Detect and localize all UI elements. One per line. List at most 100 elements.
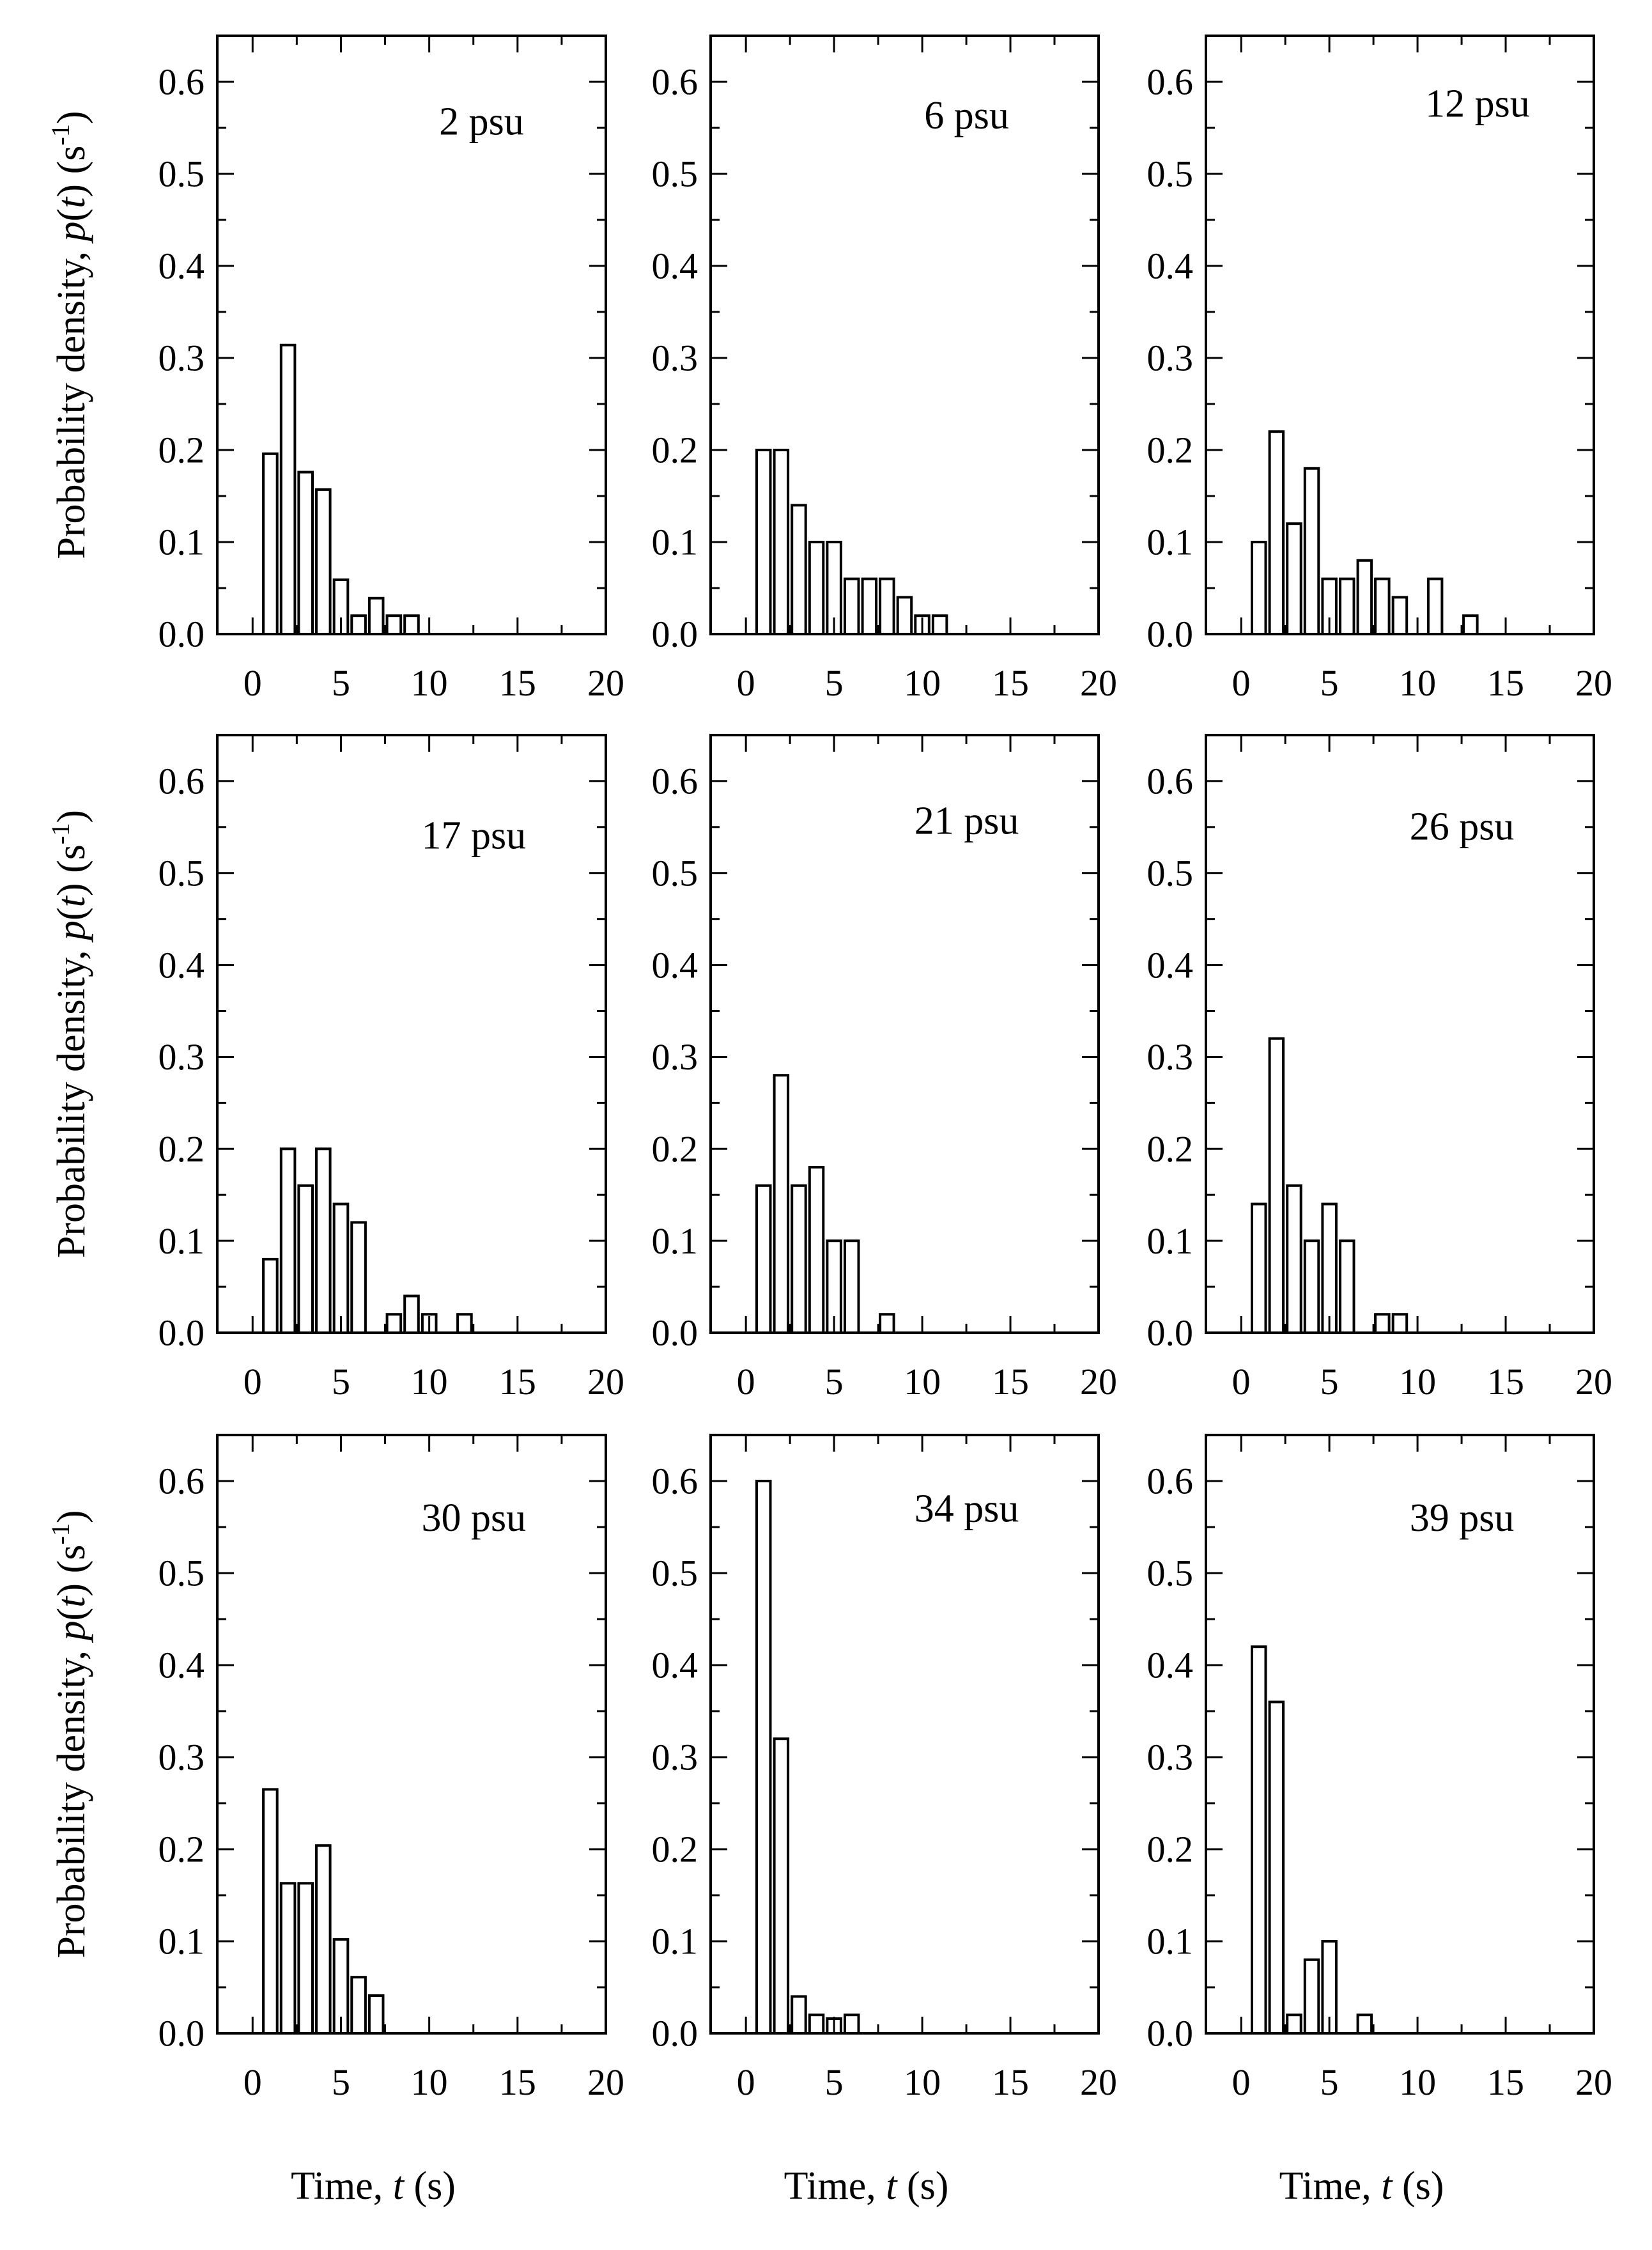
- y-tick-label: 0.6: [652, 61, 699, 103]
- y-tick-label: 0.4: [158, 944, 205, 986]
- x-tick-label: 10: [904, 662, 941, 704]
- y-tick-label: 0.1: [652, 522, 699, 563]
- x-tick-label: 5: [332, 662, 350, 704]
- y-tick-label: 0.0: [1147, 2013, 1194, 2054]
- x-tick-label: 0: [737, 1361, 755, 1402]
- y-tick-label: 0.3: [158, 338, 205, 379]
- x-tick-label: 15: [1487, 1361, 1524, 1402]
- histogram-bar: [896, 596, 913, 636]
- y-tick-label: 0.1: [158, 1921, 205, 1962]
- y-tick-label: 0.4: [158, 1645, 205, 1686]
- histogram-bar: [297, 1184, 314, 1335]
- y-tick-label: 0.0: [652, 2013, 699, 2054]
- histogram-bar: [385, 1313, 403, 1334]
- y-tick-label: 0.2: [158, 1128, 205, 1170]
- plot-frame: [216, 734, 607, 1334]
- x-tick-label: 10: [411, 1361, 448, 1402]
- histogram-panel-6: 0.0 0.1 0.2 0.3 0.4 0.5 0.6 0 5 10 15 20 26 psu: [1147, 734, 1612, 1402]
- histogram-bar: [755, 449, 772, 635]
- histogram-bar: [773, 449, 790, 635]
- histogram-bar: [262, 452, 279, 635]
- x-tick-label: 0: [243, 1361, 262, 1402]
- y-tick-label: 0.4: [158, 245, 205, 287]
- histogram-bar: [315, 1844, 332, 2035]
- y-tick-label: 0.6: [158, 1461, 205, 1502]
- x-tick-label: 0: [243, 2061, 262, 2103]
- histogram-bar: [1303, 467, 1320, 635]
- y-tick-label: 0.3: [1147, 1737, 1194, 1778]
- histogram-bar: [808, 1166, 825, 1334]
- y-tick-label: 0.3: [652, 1036, 699, 1078]
- panel-annotation: 2 psu: [439, 100, 524, 143]
- histogram-bar: [791, 504, 807, 636]
- histogram-panel-5: 0.0 0.1 0.2 0.3 0.4 0.5 0.6 0 5 10 15 20 21 psu: [652, 734, 1117, 1402]
- y-axis-label: Probability density, p(t) (s-1): [46, 111, 93, 559]
- x-tick-label: 15: [499, 1361, 536, 1402]
- panel-annotation: 26 psu: [1410, 805, 1515, 849]
- panel-annotation: 6 psu: [924, 94, 1009, 137]
- y-tick-label: 0.5: [158, 1553, 205, 1594]
- histogram-bar: [297, 470, 314, 635]
- y-tick-label: 0.3: [652, 338, 699, 379]
- histogram-panel-4: 0.0 0.1 0.2 0.3 0.4 0.5 0.6 0 5 10 15 20 17 psu: [158, 734, 624, 1402]
- panel-annotation: 30 psu: [421, 1496, 526, 1540]
- x-tick-label: 15: [1487, 662, 1524, 704]
- y-tick-label: 0.4: [652, 944, 699, 986]
- x-tick-label: 15: [992, 2061, 1029, 2103]
- y-tick-label: 0.1: [652, 1220, 699, 1262]
- histogram-bar: [931, 614, 948, 636]
- y-tick-label: 0.1: [158, 1220, 205, 1262]
- x-tick-label: 20: [1080, 2061, 1117, 2103]
- y-tick-label: 0.5: [652, 852, 699, 894]
- histogram-bar: [1374, 577, 1391, 635]
- y-tick-label: 0.2: [158, 1829, 205, 1870]
- plot-frame: [709, 734, 1100, 1334]
- histogram-bar: [350, 1976, 367, 2035]
- y-axis-label: Probability density, p(t) (s-1): [46, 1510, 93, 1958]
- histogram-bar: [367, 1994, 385, 2035]
- y-tick-label: 0.4: [1147, 245, 1194, 287]
- histogram-bar: [1251, 1645, 1267, 2035]
- histogram-bar: [808, 541, 825, 635]
- x-tick-label: 15: [499, 662, 536, 704]
- x-tick-label: 10: [1399, 662, 1436, 704]
- histogram-bar: [262, 1788, 279, 2035]
- histogram-bar: [773, 1074, 790, 1334]
- x-tick-label: 5: [1320, 1361, 1339, 1402]
- histogram-panel-8: 0.0 0.1 0.2 0.3 0.4 0.5 0.6 0 5 10 15 20 34 psu: [652, 1434, 1117, 2103]
- x-tick-label: 5: [1320, 662, 1339, 704]
- y-tick-label: 0.4: [1147, 1645, 1194, 1686]
- x-tick-label: 0: [1232, 2061, 1251, 2103]
- histogram-panel-2: 0.0 0.1 0.2 0.3 0.4 0.5 0.6 0 5 10 15 20 6 psu: [652, 35, 1117, 704]
- histogram-bar: [315, 488, 332, 636]
- histogram-bar: [403, 1294, 420, 1334]
- panel-annotation: 34 psu: [915, 1487, 1019, 1531]
- histogram-bar: [1356, 2013, 1373, 2035]
- histogram-bar: [1462, 614, 1479, 636]
- y-tick-label: 0.0: [1147, 1312, 1194, 1354]
- x-tick-label: 0: [1232, 1361, 1251, 1402]
- x-tick-label: 20: [1575, 2061, 1612, 2103]
- y-tick-label: 0.4: [652, 1645, 699, 1686]
- y-tick-label: 0.5: [158, 153, 205, 195]
- histogram-bar: [315, 1147, 332, 1335]
- y-tick-label: 0.5: [1147, 1553, 1194, 1594]
- y-tick-label: 0.3: [158, 1737, 205, 1778]
- y-tick-label: 0.6: [1147, 761, 1194, 802]
- histogram-bar: [1321, 1202, 1338, 1334]
- x-tick-label: 5: [1320, 2061, 1339, 2103]
- histogram-bar: [1303, 1958, 1320, 2035]
- histogram-bar: [1268, 430, 1285, 635]
- x-tick-label: 10: [1399, 2061, 1436, 2103]
- x-tick-label: 5: [825, 1361, 844, 1402]
- x-tick-label: 5: [332, 2061, 350, 2103]
- x-tick-label: 20: [587, 2061, 624, 2103]
- histogram-bar: [1286, 522, 1302, 636]
- histogram-bar: [279, 343, 297, 635]
- histogram-bar: [1286, 1184, 1302, 1335]
- histogram-bar: [385, 614, 403, 636]
- histogram-bar: [297, 1882, 314, 2035]
- y-tick-label: 0.0: [158, 2013, 205, 2054]
- x-tick-label: 10: [411, 662, 448, 704]
